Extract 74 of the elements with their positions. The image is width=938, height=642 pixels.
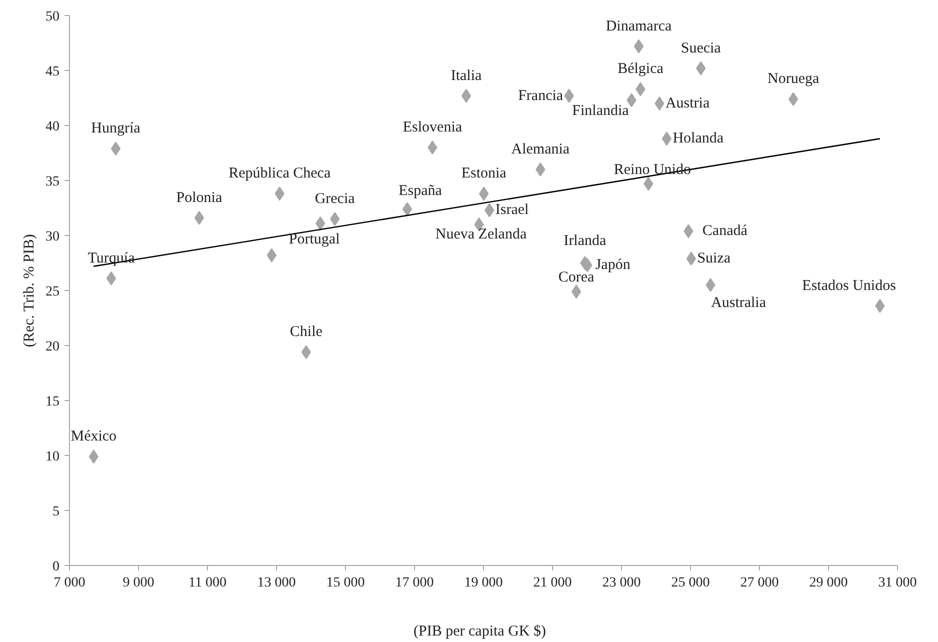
- y-tick-label: 15: [46, 394, 60, 410]
- y-tick-label: 20: [46, 340, 60, 354]
- point: [654, 96, 664, 110]
- point: [428, 140, 438, 154]
- point: [634, 39, 644, 54]
- point: [686, 252, 696, 266]
- series-label: Polonia: [176, 190, 222, 206]
- x-tick-label: 31 000: [878, 576, 917, 590]
- x-tick-label: 15 000: [326, 576, 365, 590]
- series-label: Dinamarca: [606, 18, 672, 34]
- series-label: Hungría: [91, 120, 141, 137]
- series-label: República Checa: [228, 166, 331, 182]
- x-tick-label: 29 000: [809, 576, 848, 590]
- x-tick-label: 11 000: [188, 576, 226, 590]
- x-tick-label: 23 000: [602, 576, 641, 590]
- y-tick-label: 10: [46, 450, 60, 464]
- series-label: Chile: [290, 324, 323, 340]
- y-axis-title: (Rec. Trib. % PIB): [22, 234, 38, 348]
- series-label: Irlanda: [564, 233, 607, 249]
- point: [706, 278, 716, 292]
- series-label: Holanda: [672, 130, 724, 147]
- x-tick-label: 13 000: [257, 576, 296, 590]
- series-label: Alemania: [511, 142, 570, 158]
- series-label: México: [70, 428, 117, 445]
- x-tick-label: 7 000: [54, 576, 86, 590]
- y-tick-label: 50: [46, 10, 60, 24]
- point: [788, 92, 798, 106]
- y-tick-label: 45: [46, 64, 60, 80]
- x-tick-label: 19 000: [464, 576, 503, 590]
- y-tick-label: 30: [46, 230, 60, 244]
- y-tick-label: 0: [52, 560, 60, 574]
- point: [194, 210, 204, 225]
- series-label: Nueva Zelanda: [435, 226, 527, 242]
- series-label: Portugal: [288, 231, 340, 248]
- point: [402, 202, 412, 216]
- series-label: Estados Unidos: [802, 278, 896, 294]
- series-label: Japón: [595, 257, 631, 274]
- series-label: Grecia: [314, 191, 356, 207]
- series-label: Finlandia: [572, 103, 630, 120]
- series-label: Italia: [450, 68, 482, 84]
- x-tick-label: 9 000: [122, 576, 154, 590]
- point: [106, 271, 116, 286]
- series-label: Estonia: [461, 166, 507, 182]
- x-tick-label: 17 000: [395, 576, 434, 590]
- point: [315, 216, 326, 230]
- point: [330, 212, 340, 226]
- point: [301, 345, 312, 360]
- series-label: Eslovenia: [402, 120, 462, 136]
- y-tick-label: 35: [46, 174, 60, 190]
- x-tick-label: 25 000: [671, 576, 710, 590]
- x-axis-title: (PIB per capita GK $): [414, 624, 546, 640]
- point: [571, 284, 582, 299]
- point: [662, 132, 672, 146]
- series-label: Australia: [711, 295, 766, 311]
- y-tick-label: 5: [52, 504, 60, 520]
- point: [536, 162, 546, 176]
- series-label: Turquía: [88, 250, 136, 266]
- point: [461, 88, 472, 103]
- series-label: Bélgica: [618, 61, 664, 78]
- series-label: Suecia: [680, 40, 722, 56]
- point: [266, 248, 277, 262]
- series-label: Canadá: [702, 223, 748, 240]
- y-tick-label: 40: [46, 120, 60, 134]
- series-label: Noruega: [767, 71, 820, 88]
- series-label: Israel: [495, 202, 529, 218]
- point: [110, 142, 121, 156]
- y-tick-label: 25: [46, 284, 60, 300]
- series-label: Corea: [558, 270, 595, 286]
- series-label: Suiza: [697, 250, 731, 267]
- series-label: Austria: [665, 96, 710, 112]
- series-label: España: [398, 183, 442, 200]
- x-tick-label: 27 000: [740, 576, 779, 590]
- series-label: Francia: [518, 88, 564, 104]
- x-tick-label: 21 000: [533, 576, 572, 590]
